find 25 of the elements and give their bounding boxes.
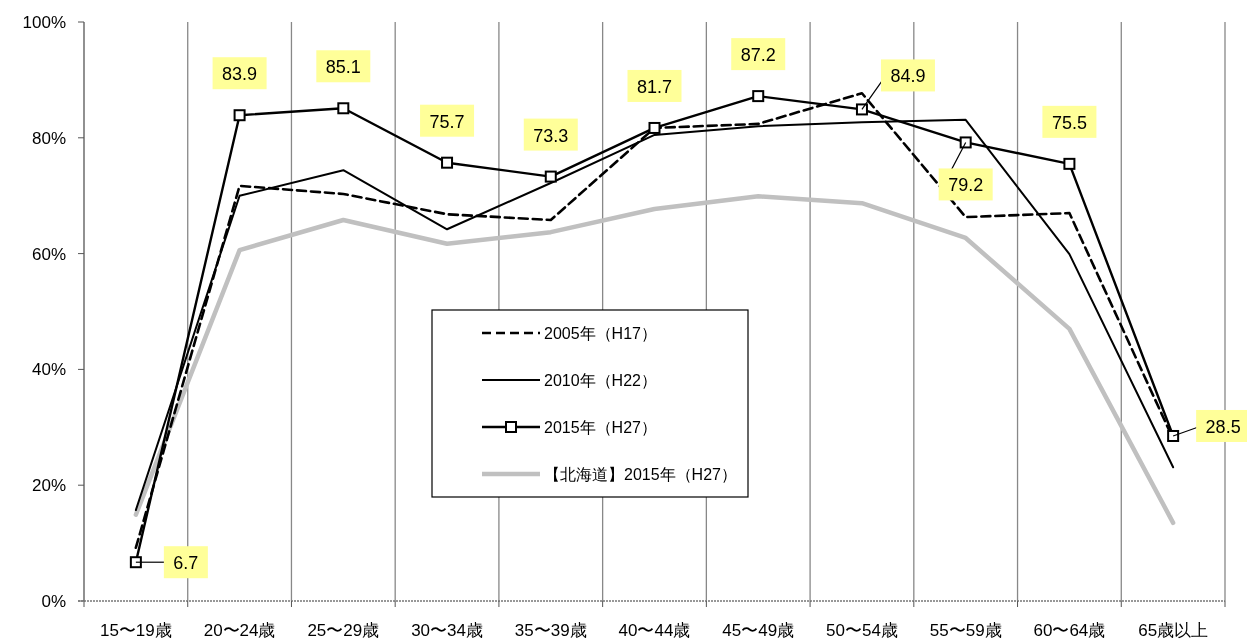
x-tick-label: 20〜24歳	[203, 621, 276, 639]
data-label: 28.5	[1205, 416, 1241, 437]
y-tick-label: 100%	[22, 13, 66, 32]
x-tick-label: 30〜34歳	[411, 621, 483, 639]
x-tick-label: 15〜19歳	[99, 621, 172, 639]
data-label: 84.9	[890, 66, 926, 87]
x-tick-label: 50〜54歳	[826, 621, 898, 639]
data-label: 87.2	[740, 45, 776, 66]
y-tick-label: 80%	[31, 128, 66, 148]
data-label: 6.7	[173, 553, 199, 574]
x-tick-label: 40〜44歳	[618, 621, 691, 639]
y-tick-label: 40%	[31, 360, 66, 380]
x-tick-label: 60〜64歳	[1033, 621, 1106, 639]
y-tick-label: 20%	[31, 476, 66, 496]
point	[129, 556, 142, 569]
x-tick-label: 65歳以上	[1138, 621, 1209, 639]
x-tick-label: 25〜29歳	[307, 621, 380, 639]
data-label: 83.9	[222, 64, 258, 85]
data-label: 81.7	[636, 76, 673, 97]
data-label: 85.1	[325, 57, 361, 78]
y-tick-label: 0%	[41, 592, 66, 611]
y-tick-label: 60%	[31, 244, 66, 264]
x-tick-label: 55〜59歳	[929, 621, 1002, 639]
x-tick-label: 35〜39歳	[514, 621, 587, 639]
x-tick-label: 45〜49歳	[722, 621, 795, 639]
